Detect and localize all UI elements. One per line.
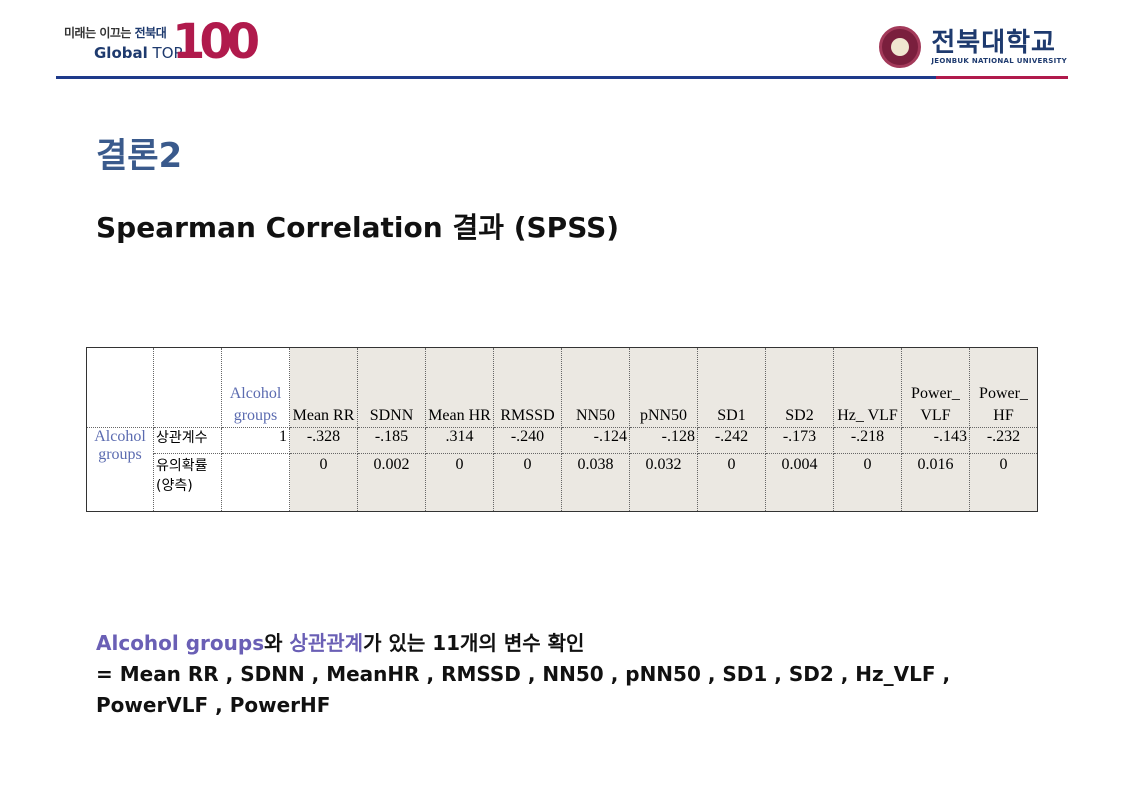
logo-global-top: Global TOP: [94, 44, 183, 62]
table-cell: 1: [221, 427, 290, 454]
header-cell: Hz_ VLF: [833, 347, 902, 428]
header-cell: Mean HR: [425, 347, 494, 428]
table-cell: -.173: [765, 427, 834, 454]
table-cell: -.124: [561, 427, 630, 454]
header-cell: Alcohol groups: [221, 347, 290, 428]
table-header-row: Alcohol groups Mean RR SDNN Mean HR RMSS…: [86, 347, 1038, 428]
table-cell: -.185: [357, 427, 426, 454]
table-cell: 0: [425, 453, 494, 512]
table-cell: 0.038: [561, 453, 630, 512]
table-cell: 0: [833, 453, 902, 512]
header-cell: SD2: [765, 347, 834, 428]
university-seal-icon: [879, 26, 922, 68]
header-divider-red: [936, 76, 1068, 79]
table-cell: 0.002: [357, 453, 426, 512]
table-cell: -.143: [901, 427, 970, 454]
header-cell: Mean RR: [289, 347, 358, 428]
header-cell: Power_ VLF: [901, 347, 970, 428]
table-corner-cell: [86, 347, 154, 428]
university-name-ko: 전북대학교: [931, 28, 1056, 58]
table-cell: 0: [697, 453, 766, 512]
table-cell: 0.004: [765, 453, 834, 512]
table-cell: -.232: [969, 427, 1038, 454]
row-label: 상관계수: [153, 427, 222, 454]
table-row: Alcohol groups 상관계수 1 -.328 -.185 .314 -…: [86, 427, 1038, 512]
university-name-en: JEONBUK NATIONAL UNIVERSITY: [931, 57, 1067, 65]
header-cell: SD1: [697, 347, 766, 428]
table-cell: 0.016: [901, 453, 970, 512]
table-cell: -.328: [289, 427, 358, 454]
table-cell: -.242: [697, 427, 766, 454]
global-top-100-logo: 미래는 이끄는 전북대 Global TOP 100: [62, 14, 260, 70]
header-cell: pNN50: [629, 347, 698, 428]
slide-subtitle: Spearman Correlation 결과 (SPSS): [96, 211, 620, 244]
table-cell: 0: [289, 453, 358, 512]
table-cell: -.128: [629, 427, 698, 454]
conclusion-line-2: = Mean RR , SDNN , MeanHR , RMSSD , NN50…: [96, 662, 951, 686]
table-cell: -.240: [493, 427, 562, 454]
row-group-label: Alcohol groups: [86, 427, 154, 512]
table-cell: -.218: [833, 427, 902, 454]
table-row: 유의확률 (양측) 0 0.002 0 0 0.038 0.032 0 0.00…: [87, 453, 1038, 512]
table-cell: 0.032: [629, 453, 698, 512]
table-cell: [221, 453, 290, 512]
header-divider-blue: [56, 76, 936, 79]
table-cell: .314: [425, 427, 494, 454]
header-cell: NN50: [561, 347, 630, 428]
row-label: 유의확률 (양측): [153, 453, 222, 512]
slide-title: 결론2: [96, 136, 183, 176]
logo-100: 100: [172, 14, 260, 70]
conclusion-text: Alcohol groups와 상관관계가 있는 11개의 변수 확인 = Me…: [96, 628, 950, 721]
spearman-correlation-table: Alcohol groups Mean RR SDNN Mean HR RMSS…: [86, 347, 1038, 512]
header-cell: Power_ HF: [969, 347, 1038, 428]
header-cell: RMSSD: [493, 347, 562, 428]
university-logo: 전북대학교 JEONBUK NATIONAL UNIVERSITY: [879, 22, 1067, 72]
header-cell: SDNN: [357, 347, 426, 428]
logo-slogan: 미래는 이끄는 전북대: [64, 26, 167, 40]
conclusion-line-1: Alcohol groups와 상관관계가 있는 11개의 변수 확인: [96, 631, 585, 655]
table-cell: 0: [493, 453, 562, 512]
table-cell: 0: [969, 453, 1038, 512]
table-corner-cell-2: [153, 347, 222, 428]
conclusion-line-3: PowerVLF , PowerHF: [96, 693, 331, 717]
